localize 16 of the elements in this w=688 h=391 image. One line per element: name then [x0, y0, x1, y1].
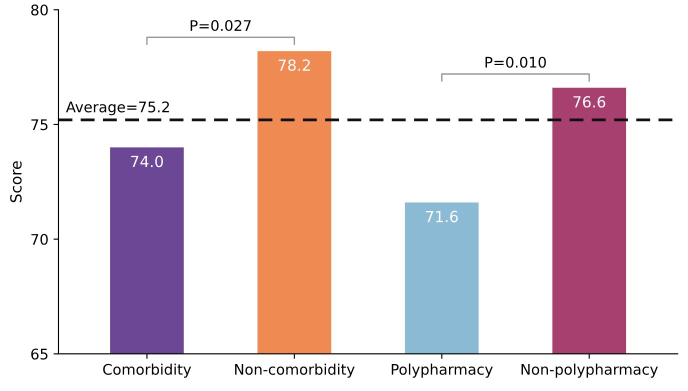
x-tick-label: Non-polypharmacy	[522, 364, 658, 378]
ref-line-label: Average=75.2	[66, 101, 169, 116]
x-tick-label: Non-comorbidity	[235, 364, 355, 378]
x-tick-label: Comorbidity	[103, 364, 192, 378]
annotation: P=0.027	[190, 20, 251, 32]
y-tick-label: 80	[31, 4, 48, 16]
y-tick-label: 70	[31, 234, 48, 245]
data-label: 76.6	[573, 96, 606, 108]
y-axis-title: Score	[10, 161, 22, 202]
x-tick-label: Polypharmacy	[392, 364, 493, 378]
y-tick-label: 75	[31, 119, 48, 130]
y-tick-label: 65	[31, 348, 48, 360]
data-label: 78.2	[278, 59, 310, 71]
annotation: P=0.010	[486, 56, 546, 68]
data-label: 74.0	[131, 156, 163, 168]
data-label: 71.6	[426, 210, 458, 222]
